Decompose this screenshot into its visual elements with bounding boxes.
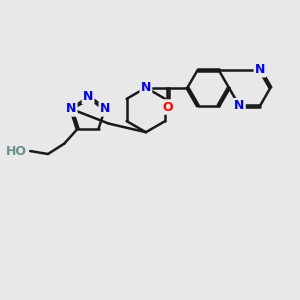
Text: O: O bbox=[163, 100, 173, 113]
Text: N: N bbox=[255, 63, 265, 76]
Text: N: N bbox=[141, 81, 151, 94]
Text: N: N bbox=[66, 102, 76, 116]
Text: N: N bbox=[83, 90, 93, 103]
Text: N: N bbox=[100, 102, 110, 116]
Text: HO: HO bbox=[6, 145, 27, 158]
Text: N: N bbox=[234, 99, 244, 112]
